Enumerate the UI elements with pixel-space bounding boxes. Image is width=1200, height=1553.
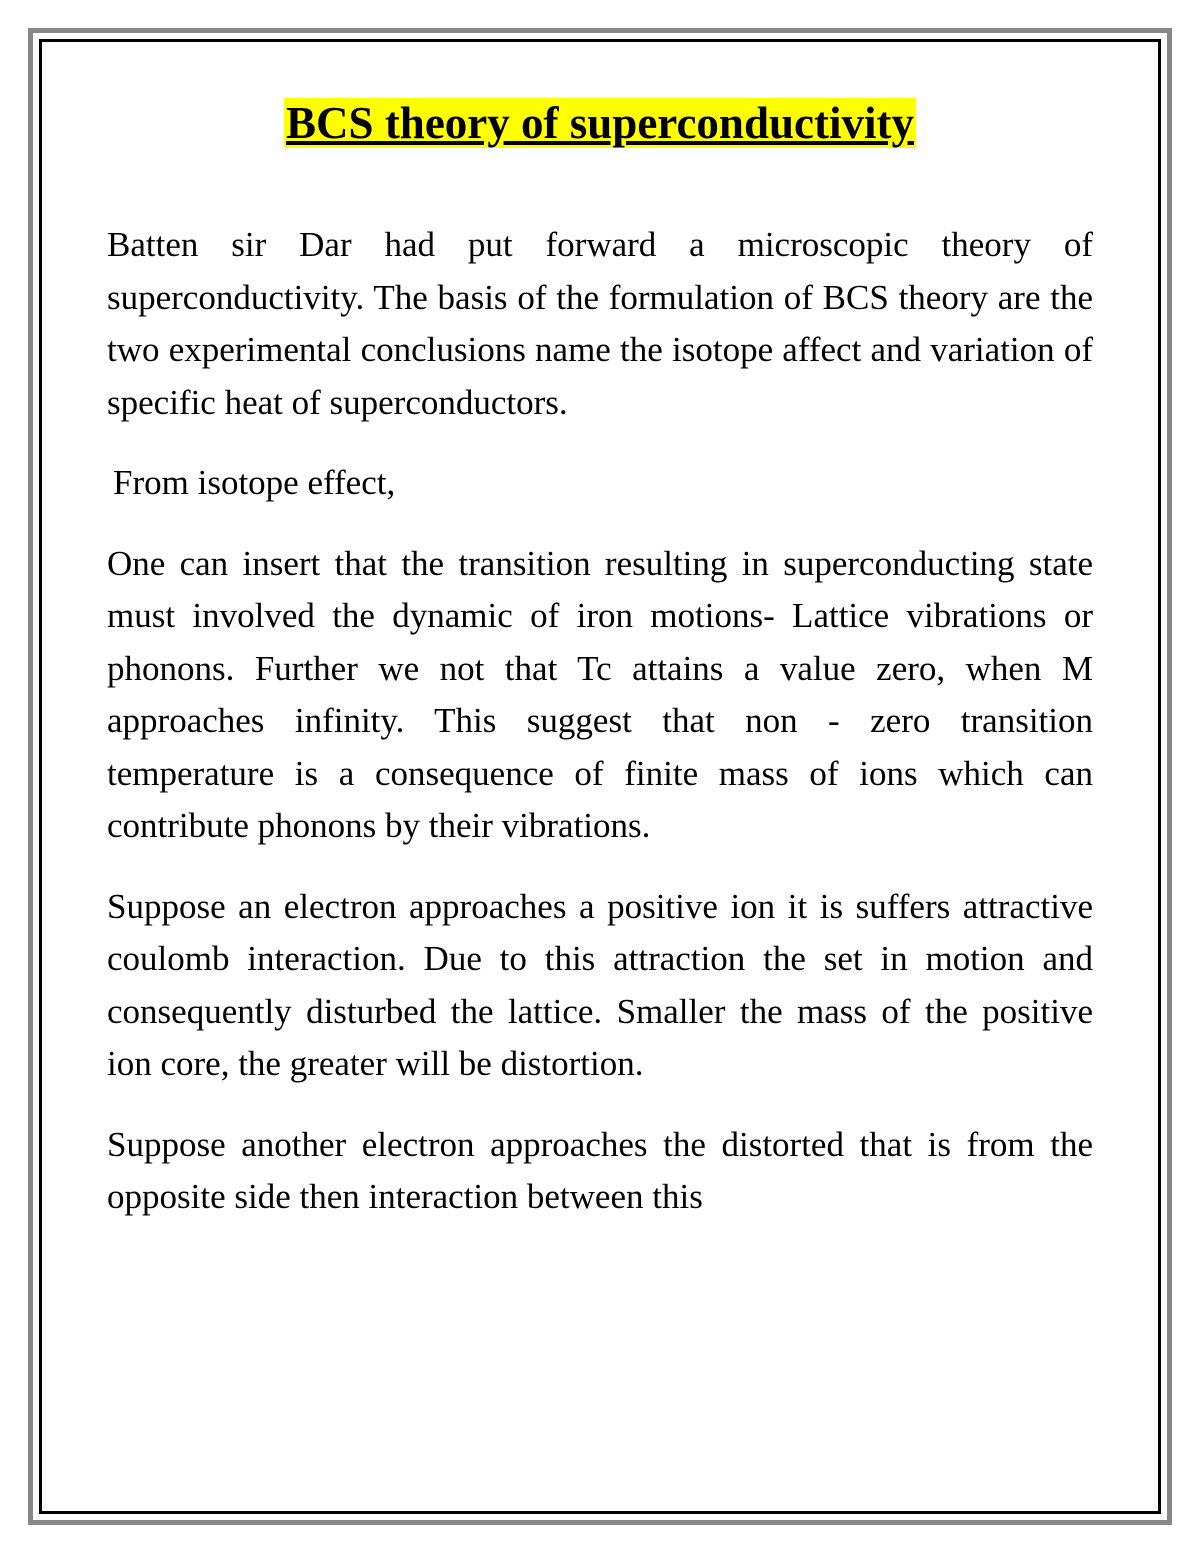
document-title: BCS theory of superconductivity	[284, 98, 916, 148]
paragraph-electron-1: Suppose an electron approaches a positiv…	[107, 881, 1093, 1091]
paragraph-intro: Batten sir Dar had put forward a microsc…	[107, 219, 1093, 429]
page-inner-border: BCS theory of superconductivity Batten s…	[39, 39, 1161, 1514]
title-container: BCS theory of superconductivity	[107, 97, 1093, 149]
paragraph-electron-2: Suppose another electron approaches the …	[107, 1119, 1093, 1224]
page-outer-border: BCS theory of superconductivity Batten s…	[28, 28, 1172, 1525]
paragraph-isotope-heading: From isotope effect,	[107, 457, 1093, 510]
paragraph-isotope-body: One can insert that the transition resul…	[107, 538, 1093, 853]
